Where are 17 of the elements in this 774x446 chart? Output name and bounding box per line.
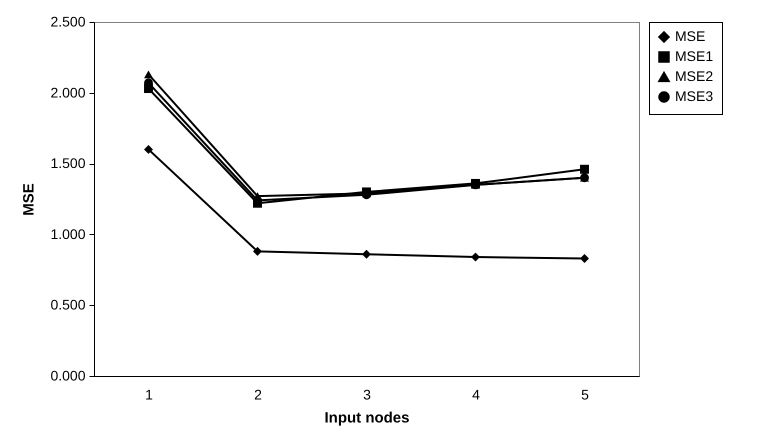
y-tick-label: 1.000 <box>50 226 86 242</box>
x-tick-label: 5 <box>581 386 590 402</box>
legend-label: MSE <box>675 28 706 44</box>
x-tick-label: 1 <box>145 386 154 402</box>
y-tick-label: 2.000 <box>50 84 86 100</box>
x-tick-label: 2 <box>254 386 262 402</box>
legend-label: MSE1 <box>675 48 714 64</box>
x-tick-label: 4 <box>472 386 480 402</box>
y-tick-label: 0.000 <box>50 368 86 384</box>
legend-label: MSE2 <box>675 68 714 84</box>
x-axis-title: Input nodes <box>324 410 410 426</box>
legend-label: MSE3 <box>675 88 714 104</box>
x-tick-label: 3 <box>363 386 372 402</box>
y-tick-label: 0.500 <box>50 296 86 313</box>
y-tick-label: 1.500 <box>50 155 86 172</box>
y-tick-label: 2.500 <box>50 14 86 30</box>
y-axis-title: MSE <box>20 183 38 216</box>
